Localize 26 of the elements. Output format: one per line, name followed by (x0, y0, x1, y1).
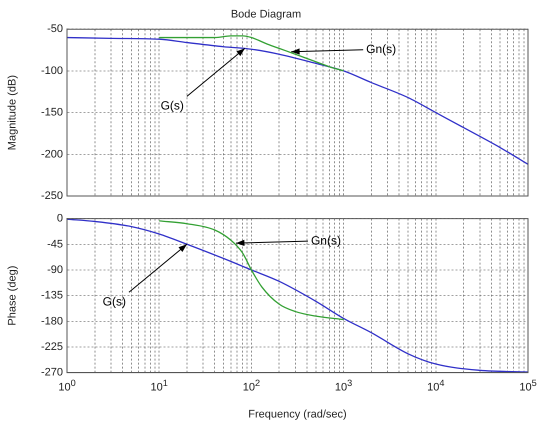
y-tick-label: -250 (40, 190, 63, 202)
x-tick-label: 10$^{2}$ (242, 376, 260, 394)
y-tick-label: 0 (56, 212, 63, 225)
y-axis-title: Phase (deg) (6, 266, 19, 326)
x-tick-label: 10$^{5}$ (519, 376, 537, 394)
x-tick-label: 10$^{0}$ (58, 378, 76, 394)
annotation: G(s) (102, 294, 126, 309)
y-tick-label: -45 (47, 238, 63, 250)
chart-title: Bode Diagram (230, 8, 302, 21)
annotation: Gn(s) (310, 233, 341, 248)
x-axis-title: Frequency (rad/sec) (248, 408, 347, 420)
y-tick-label: -270 (40, 366, 63, 379)
x-tick-label: 10$^{1}$ (150, 376, 168, 394)
y-tick-label: -150 (40, 106, 63, 119)
y-tick-label: -200 (40, 148, 63, 160)
y-tick-label: -90 (47, 264, 63, 276)
annotation: G(s) (160, 98, 184, 113)
x-tick-label: 10$^{3}$ (334, 376, 352, 394)
annotation: Gn(s) (366, 42, 396, 56)
y-tick-label: -100 (40, 64, 63, 77)
y-tick-label: -225 (40, 340, 63, 353)
y-tick-label: -50 (47, 23, 63, 36)
y-tick-label: -135 (40, 290, 63, 302)
y-tick-label: -180 (40, 315, 63, 328)
x-tick-label: 10$^{4}$ (427, 376, 444, 394)
y-axis-title: Magnitude (dB) (6, 74, 19, 150)
